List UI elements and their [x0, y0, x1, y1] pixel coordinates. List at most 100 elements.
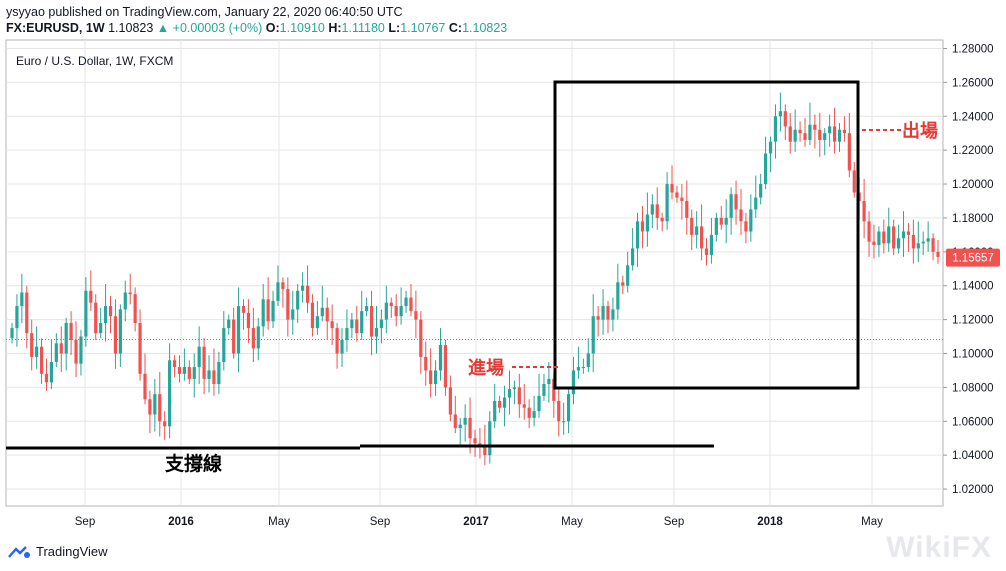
candle	[729, 187, 733, 235]
candle-body	[59, 343, 63, 354]
candle-body	[39, 346, 44, 374]
candle-body	[571, 370, 576, 395]
candle	[773, 104, 778, 159]
candle	[626, 251, 630, 293]
candle-body	[768, 141, 773, 154]
candle-body	[473, 438, 477, 444]
candle	[640, 206, 645, 249]
candle-body	[79, 336, 83, 364]
candle	[138, 309, 142, 381]
x-tick-label: 2017	[463, 516, 489, 528]
candle-body	[453, 414, 457, 429]
candle	[89, 270, 93, 312]
candle	[764, 136, 768, 190]
candle-body	[581, 367, 585, 369]
candle-body	[823, 133, 827, 140]
candle-body	[345, 328, 349, 340]
candle	[926, 221, 930, 252]
candle	[44, 358, 49, 391]
candle-body	[872, 241, 876, 246]
candle	[99, 307, 103, 339]
candle-body	[808, 124, 812, 140]
candle-body	[749, 209, 753, 232]
candle	[887, 207, 891, 252]
candle	[271, 290, 275, 329]
candle	[212, 348, 216, 396]
candle	[148, 390, 152, 434]
candle-body	[611, 309, 615, 320]
candle-body	[310, 302, 315, 329]
candle-body	[714, 217, 718, 235]
candle	[158, 372, 162, 437]
candle	[153, 378, 157, 432]
candle-body	[877, 231, 881, 246]
candle-body	[562, 421, 566, 423]
candle	[576, 346, 581, 379]
candle-body	[813, 124, 817, 130]
candle	[182, 348, 186, 381]
candle	[374, 306, 379, 354]
candle-body	[601, 306, 605, 320]
candle-body	[103, 306, 108, 323]
candle	[847, 112, 851, 178]
candle	[724, 199, 728, 244]
candle-body	[438, 345, 443, 371]
candle	[778, 92, 782, 132]
candle-body	[118, 309, 122, 354]
up-arrow-icon: ▲	[156, 21, 170, 35]
candle-body	[709, 234, 714, 256]
candle-body	[586, 353, 590, 368]
candle	[709, 217, 714, 264]
candle	[84, 277, 88, 347]
candle-body	[699, 226, 704, 249]
y-tick-label: 1.18000	[952, 213, 994, 225]
candle-body	[443, 345, 448, 388]
candle	[59, 326, 63, 373]
candle	[502, 385, 507, 427]
candle-body	[680, 197, 684, 201]
candle	[424, 341, 428, 386]
candle-body	[30, 333, 34, 357]
symbol-label[interactable]: FX:EURUSD, 1W	[6, 21, 105, 35]
candle	[79, 329, 83, 376]
tradingview-brand[interactable]: TradingView	[36, 544, 108, 559]
candle	[217, 351, 221, 395]
candle-body	[670, 184, 674, 193]
candle-body	[128, 292, 132, 295]
candle-body	[916, 243, 920, 249]
candle	[537, 373, 541, 418]
candle-body	[778, 111, 782, 117]
candle	[433, 360, 438, 396]
ohlc-legend: FX:EURUSD, 1W 1.10823 ▲ +0.00003 (+0%) O…	[6, 20, 507, 36]
candle	[350, 312, 354, 339]
candle-body	[690, 217, 694, 235]
candle-body	[744, 221, 748, 232]
candle	[222, 311, 226, 371]
candle	[808, 102, 812, 146]
candle-body	[99, 322, 103, 334]
candle	[867, 211, 871, 257]
tradingview-logo-icon	[8, 545, 30, 558]
candle-body	[493, 400, 497, 422]
y-tick-label: 1.10000	[952, 348, 994, 360]
candle-body	[172, 360, 177, 368]
candle	[241, 299, 246, 330]
candle	[606, 300, 610, 334]
candle	[507, 370, 512, 415]
candle-body	[626, 265, 630, 286]
candle	[123, 280, 127, 322]
candle	[512, 380, 517, 405]
low-value: 1.10767	[400, 21, 446, 35]
candle-body	[197, 346, 201, 368]
candle-body	[882, 231, 886, 244]
candle	[286, 277, 290, 337]
candle	[788, 112, 792, 154]
candle	[680, 184, 684, 220]
watermark: WikiFX	[886, 531, 992, 564]
candle	[581, 358, 585, 374]
candle-body	[271, 300, 275, 322]
candle	[488, 411, 492, 464]
candle	[591, 294, 595, 373]
candle-body	[335, 328, 339, 354]
